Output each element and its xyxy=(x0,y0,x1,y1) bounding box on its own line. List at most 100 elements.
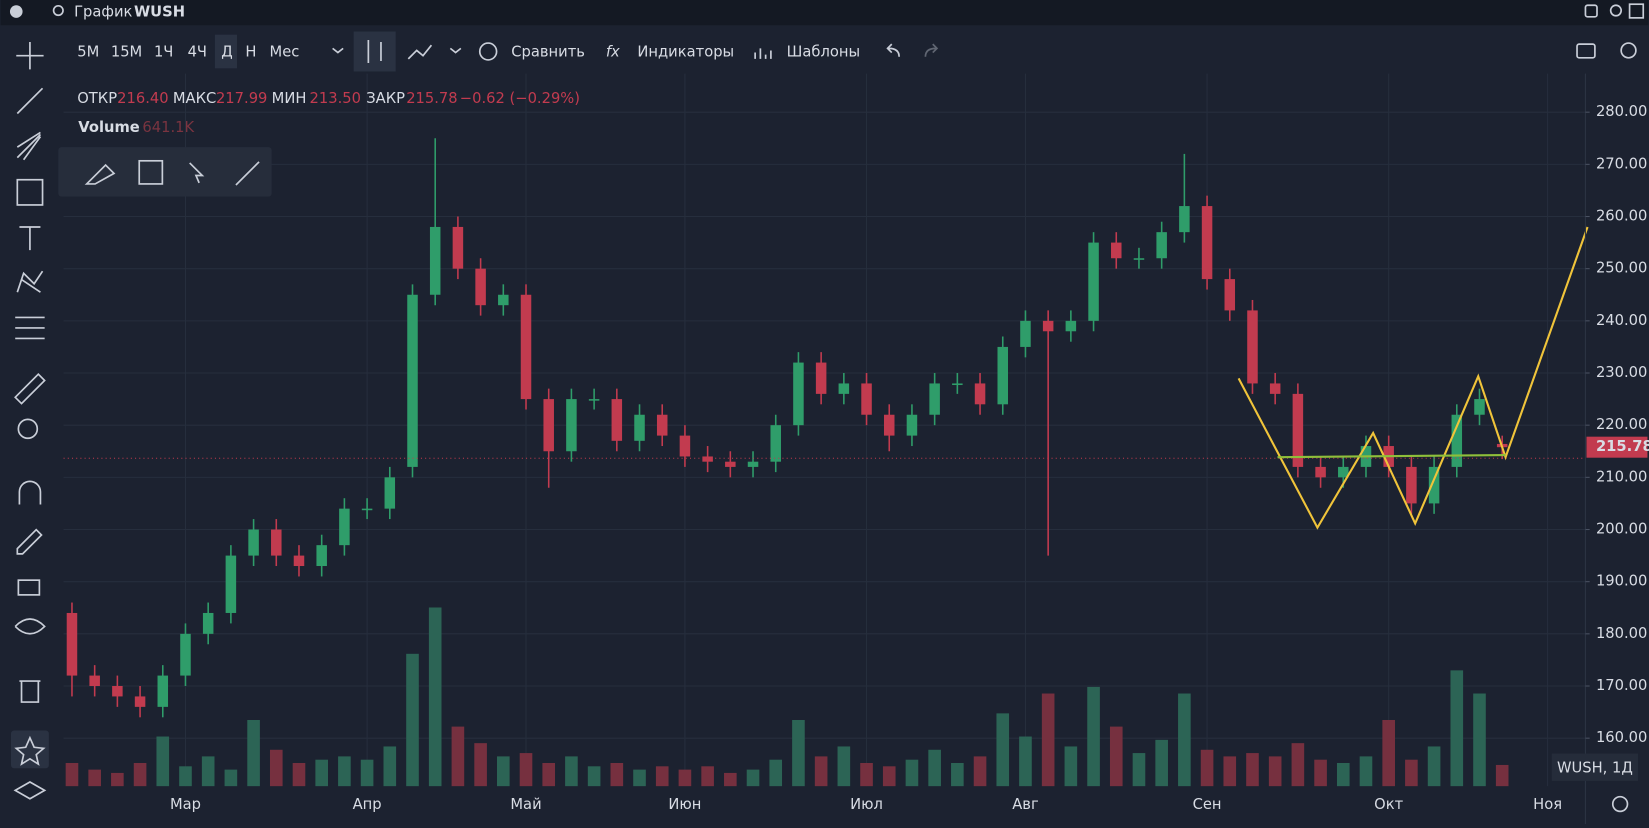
candle-body xyxy=(1292,393,1304,467)
layers-tool[interactable] xyxy=(13,780,47,800)
candle-body xyxy=(588,399,600,401)
indicators-button[interactable]: Индикаторы xyxy=(637,44,734,61)
redo-button[interactable] xyxy=(924,43,939,57)
interval-button[interactable]: Н xyxy=(245,44,256,61)
interval-button[interactable]: Мес xyxy=(270,44,300,61)
candle-body xyxy=(1156,232,1167,259)
candle-toggle[interactable] xyxy=(353,31,396,72)
crosshair-tool[interactable] xyxy=(16,42,44,70)
interval-button[interactable]: 5М xyxy=(77,44,99,61)
ray-tool[interactable] xyxy=(235,161,260,186)
text-tool[interactable] xyxy=(19,226,41,251)
candle-body xyxy=(225,555,237,613)
y-tick-label: 210.00 xyxy=(1596,468,1647,485)
cursor-tool[interactable] xyxy=(189,162,205,184)
x-tick-label: Июл xyxy=(850,796,883,813)
compare-icon[interactable] xyxy=(478,42,498,61)
y-tick-label: 230.00 xyxy=(1596,364,1647,381)
window-icon[interactable] xyxy=(1584,4,1598,18)
zoom-tool[interactable] xyxy=(17,418,39,440)
volume-bar xyxy=(1109,726,1123,787)
candle-body xyxy=(906,414,918,436)
volume-bar xyxy=(88,769,101,787)
candle-icon xyxy=(367,39,382,64)
delete-tool[interactable] xyxy=(19,680,41,703)
chart-settings[interactable] xyxy=(1611,795,1629,813)
close-value: 215.78 xyxy=(406,90,457,107)
volume-bar xyxy=(406,653,419,787)
volume-bar xyxy=(247,719,260,787)
candle-body xyxy=(702,456,713,462)
low-label: МИН xyxy=(272,90,307,107)
x-tick-label: Май xyxy=(510,796,541,813)
star-icon xyxy=(14,735,46,766)
symbol[interactable]: WUSH xyxy=(134,4,185,21)
volume-bar xyxy=(519,753,533,787)
share-button[interactable] xyxy=(1620,42,1637,59)
screenshot-button[interactable] xyxy=(1576,43,1596,59)
templates-button[interactable]: Шаблоны xyxy=(787,44,860,61)
y-tick-label: 180.00 xyxy=(1596,625,1647,642)
candle-body xyxy=(1224,279,1236,311)
candle-body xyxy=(157,675,169,707)
favorites-tool[interactable] xyxy=(11,730,49,769)
volume-bar xyxy=(1495,764,1509,787)
y-tick-label: 240.00 xyxy=(1596,312,1647,329)
volume-bar xyxy=(1405,759,1418,787)
interval-button[interactable]: 15М xyxy=(111,44,142,61)
candle-body xyxy=(498,294,509,306)
candle-body xyxy=(1451,414,1463,467)
candle-body xyxy=(793,362,804,426)
fib-tool[interactable] xyxy=(16,131,42,161)
volume-bar xyxy=(224,769,238,787)
line-icon[interactable] xyxy=(407,44,433,60)
settings-icon[interactable] xyxy=(1609,4,1623,17)
neckline-drawing[interactable] xyxy=(1277,454,1506,459)
hide-tool[interactable] xyxy=(14,618,46,635)
shape-tool[interactable] xyxy=(16,178,44,206)
candle-body xyxy=(66,612,78,676)
volume-bar xyxy=(860,763,873,787)
undo-button[interactable] xyxy=(886,43,900,57)
search-icon[interactable] xyxy=(52,4,64,17)
ohlc-legend: ОТКР 216.40 МАКС 217.99 МИН 213.50 ЗАКР … xyxy=(77,90,580,136)
user-drawings xyxy=(1237,226,1589,530)
interval-button[interactable]: Д xyxy=(221,44,233,61)
candle-body xyxy=(293,555,305,567)
interval-dropdown[interactable] xyxy=(332,47,344,54)
candles xyxy=(66,138,1508,718)
volume-bar xyxy=(1473,693,1486,787)
volume-bar xyxy=(587,766,601,787)
zigzag-drawing[interactable] xyxy=(1237,226,1589,530)
unlock-tool[interactable] xyxy=(17,579,41,596)
measure-tool[interactable] xyxy=(14,372,46,405)
y-tick-label: 200.00 xyxy=(1596,521,1647,538)
y-tick-label: 250.00 xyxy=(1596,260,1647,277)
candle-body xyxy=(1428,466,1440,504)
volume-bar xyxy=(973,756,987,787)
volume-bar xyxy=(1200,749,1214,787)
pattern-tool[interactable] xyxy=(16,270,44,293)
add-icon[interactable] xyxy=(9,5,23,18)
rect-tool[interactable] xyxy=(138,159,164,185)
interval-button[interactable]: 4Ч xyxy=(188,44,207,61)
line-tool[interactable] xyxy=(16,87,44,115)
candle-body xyxy=(611,399,623,441)
magnet-tool[interactable] xyxy=(18,480,42,505)
volume-bar xyxy=(497,756,510,787)
volume-value: 641.1K xyxy=(142,119,194,136)
forecast-tool[interactable] xyxy=(15,316,45,340)
volume-bar xyxy=(1041,693,1055,787)
compare-button[interactable]: Сравнить xyxy=(511,44,585,61)
candle-body xyxy=(838,383,850,394)
interval-button[interactable]: 1Ч xyxy=(154,44,173,61)
lock-draw-tool[interactable] xyxy=(16,528,43,555)
symbol-badge-box xyxy=(1551,753,1638,781)
brush-tool[interactable] xyxy=(84,163,116,185)
chart-type-dropdown[interactable] xyxy=(449,47,462,54)
close-icon[interactable] xyxy=(1628,3,1645,19)
y-tick-label: 220.00 xyxy=(1596,416,1647,433)
candle-body xyxy=(770,425,781,462)
candle-body xyxy=(180,633,191,676)
